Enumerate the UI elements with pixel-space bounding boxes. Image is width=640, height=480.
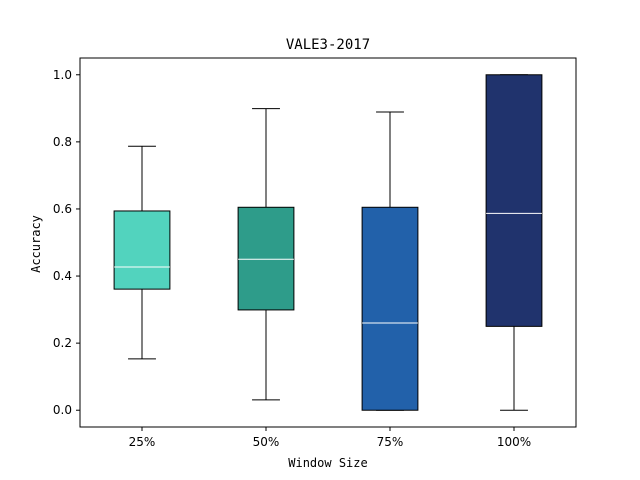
x-axis-label: Window Size bbox=[288, 456, 367, 470]
chart-title: VALE3-2017 bbox=[286, 37, 370, 53]
y-tick-label: 0.8 bbox=[53, 135, 72, 149]
y-tick-label: 1.0 bbox=[53, 68, 72, 82]
box-4 bbox=[485, 74, 543, 327]
x-tick-label: 50% bbox=[253, 435, 280, 449]
y-tick-label: 0.0 bbox=[53, 403, 72, 417]
y-tick-label: 0.2 bbox=[53, 336, 72, 350]
y-tick-label: 0.6 bbox=[53, 202, 72, 216]
plot-area: 0.0 0.2 0.4 0.6 0.8 1.0 25% 50% 75% 100% bbox=[53, 57, 577, 449]
box-1 bbox=[113, 210, 171, 290]
y-tick-label: 0.4 bbox=[53, 269, 72, 283]
x-tick-label: 100% bbox=[497, 435, 531, 449]
y-axis-label: Accuracy bbox=[29, 215, 43, 273]
box-2 bbox=[237, 206, 295, 311]
box-3 bbox=[361, 206, 419, 411]
x-tick-label: 25% bbox=[129, 435, 156, 449]
axes-frame bbox=[79, 57, 577, 428]
x-tick-label: 75% bbox=[377, 435, 404, 449]
